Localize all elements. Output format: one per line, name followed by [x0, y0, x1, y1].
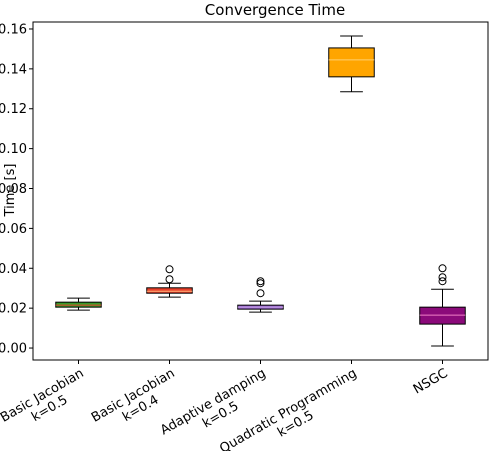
- outlier: [438, 273, 447, 282]
- y-tick-label: 0.10: [0, 142, 27, 157]
- box-group: [55, 297, 102, 311]
- box: [328, 47, 375, 78]
- outlier: [256, 289, 265, 298]
- y-tick-label: 0.00: [0, 342, 27, 357]
- x-tick-label-group: NSGC: [411, 366, 451, 398]
- box-group: [237, 277, 284, 313]
- y-tick-label: 0.08: [0, 182, 27, 197]
- outlier: [165, 265, 174, 274]
- y-tick-label: 0.04: [0, 262, 27, 277]
- box-group: [146, 265, 193, 298]
- outlier: [438, 264, 447, 273]
- box: [146, 287, 193, 294]
- y-tick-label: 0.06: [0, 222, 27, 237]
- outlier: [165, 275, 174, 284]
- outlier: [438, 277, 447, 286]
- chart-title: Convergence Time: [205, 1, 345, 19]
- y-tick-label: 0.12: [0, 102, 27, 117]
- y-tick-label: 0.16: [0, 22, 27, 37]
- y-axis-label: Time [s]: [3, 164, 18, 218]
- y-tick-label: 0.02: [0, 302, 27, 317]
- outlier: [256, 279, 265, 288]
- y-tick-label: 0.14: [0, 62, 27, 77]
- x-tick-label: NSGC: [411, 366, 451, 398]
- box-group: [328, 35, 375, 93]
- outlier: [256, 277, 265, 286]
- box-group: [419, 264, 466, 347]
